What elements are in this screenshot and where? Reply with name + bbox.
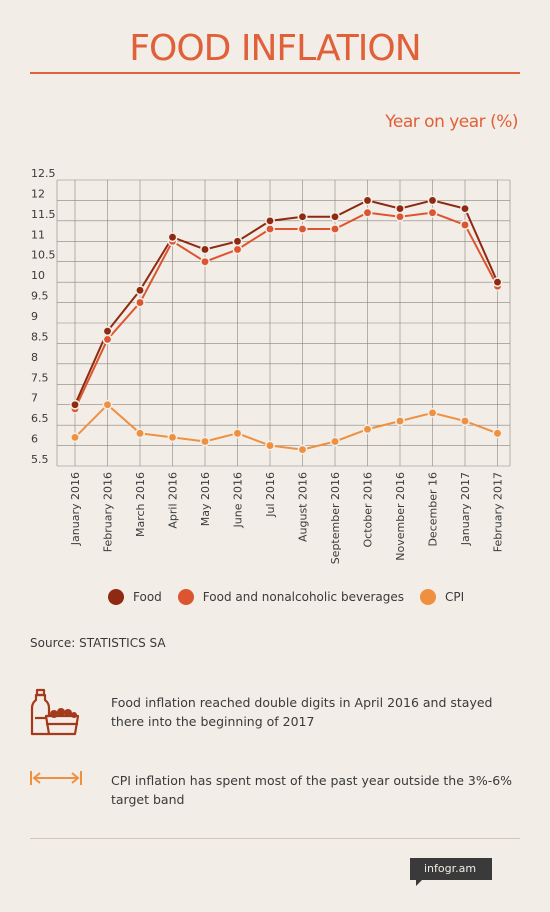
data-point (459, 203, 470, 214)
food-note: Food inflation reached double digits in … (111, 695, 493, 729)
data-point (232, 236, 243, 247)
data-point (135, 285, 146, 296)
series-line-0 (74, 199, 499, 406)
y-tick-label: 7 (31, 392, 38, 405)
data-point (427, 195, 438, 206)
data-point (135, 297, 146, 308)
data-point (135, 428, 146, 439)
x-tick-label: January 2016 (69, 472, 82, 546)
data-point (102, 334, 113, 345)
data-point (264, 440, 275, 451)
x-tick-label: March 2016 (134, 472, 147, 537)
x-tick-label: December 16 (427, 472, 440, 547)
y-tick-label: 12 (31, 187, 45, 200)
x-tick-label: Jul 2016 (264, 472, 277, 518)
y-tick-label: 9.5 (31, 290, 49, 303)
line-chart: 12.5 12 11.5 11 10.5 10 9.5 9 8.5 8 7.5 7 6.5 6 5.5 Jan… (31, 167, 511, 564)
x-tick-label: January 2017 (459, 472, 472, 546)
data-point (232, 428, 243, 439)
data-point (459, 219, 470, 230)
data-point (70, 399, 81, 410)
data-point (297, 444, 308, 455)
data-point (102, 326, 113, 337)
y-tick-label: 8 (31, 351, 38, 364)
y-tick-label: 6.5 (31, 412, 49, 425)
data-point (362, 207, 373, 218)
data-point (329, 224, 340, 235)
data-point (200, 436, 211, 447)
series-line-1 (74, 211, 499, 410)
legend-item-cpi[interactable]: CPI (420, 589, 464, 605)
legend-item-food[interactable]: Food (108, 589, 162, 605)
data-point (232, 244, 243, 255)
data-point (102, 399, 113, 410)
series-line-2 (74, 403, 498, 451)
y-tick-label: 8.5 (31, 330, 49, 343)
data-point (200, 244, 211, 255)
data-point (427, 407, 438, 418)
y-tick-label: 7.5 (31, 371, 49, 384)
bottom-divider (30, 838, 520, 839)
cpi-note: CPI inflation has spent most of the past… (111, 773, 513, 807)
y-tick-label: 10 (31, 269, 45, 282)
data-point (167, 432, 178, 443)
data-point (492, 277, 503, 288)
data-point (167, 232, 178, 243)
y-tick-label: 6 (31, 433, 38, 446)
data-point (394, 211, 405, 222)
legend-swatch-food-beverages (177, 589, 194, 605)
x-tick-label: June 2016 (232, 472, 245, 528)
x-tick-label: November 2016 (394, 472, 407, 561)
y-tick-label: 5.5 (31, 453, 49, 466)
legend-label-food: Food (133, 590, 162, 604)
x-tick-label: February 2017 (492, 472, 505, 552)
data-point (264, 215, 275, 226)
y-tick-label: 10.5 (31, 249, 56, 262)
data-point (394, 416, 405, 427)
y-tick-label: 11.5 (31, 208, 56, 221)
y-tick-label: 9 (31, 310, 38, 323)
x-tick-label: September 2016 (329, 472, 342, 564)
double-arrow-icon (30, 771, 82, 785)
data-point (427, 207, 438, 218)
data-point (70, 432, 81, 443)
page-title: FOOD INFLATION (129, 28, 421, 69)
x-tick-label: August 2016 (297, 472, 310, 542)
legend-swatch-food (108, 589, 124, 605)
legend-label-food-beverages: Food and nonalcoholic beverages (202, 590, 404, 604)
source-note: Source: STATISTICS SA (30, 636, 166, 650)
data-point (264, 224, 275, 235)
y-tick-label: 12.5 (31, 167, 56, 180)
title-divider (30, 72, 520, 74)
data-point (492, 428, 503, 439)
data-point (297, 224, 308, 235)
y-tick-label: 11 (31, 228, 45, 241)
x-tick-label: February 2016 (102, 472, 115, 552)
infogram-badge[interactable] (410, 858, 492, 888)
data-point (329, 211, 340, 222)
infogram-badge-text[interactable]: infogr.am (424, 862, 477, 875)
data-point (362, 195, 373, 206)
legend-item-food-beverages[interactable]: Food and nonalcoholic beverages (177, 589, 404, 605)
groceries-icon (30, 688, 80, 736)
data-point (297, 211, 308, 222)
x-tick-label: April 2016 (167, 472, 180, 529)
chart-legend: Food Food and nonalcoholic beverages CPI (108, 588, 480, 606)
x-tick-label: May 2016 (199, 472, 212, 526)
data-point (394, 203, 405, 214)
data-point (329, 436, 340, 447)
legend-label-cpi: CPI (445, 590, 465, 604)
legend-swatch-cpi (420, 589, 436, 605)
x-tick-label: October 2016 (362, 472, 375, 548)
data-point (362, 424, 373, 435)
chart-subtitle: Year on year (%) (385, 112, 518, 132)
data-point (200, 256, 211, 267)
data-point (459, 416, 470, 427)
